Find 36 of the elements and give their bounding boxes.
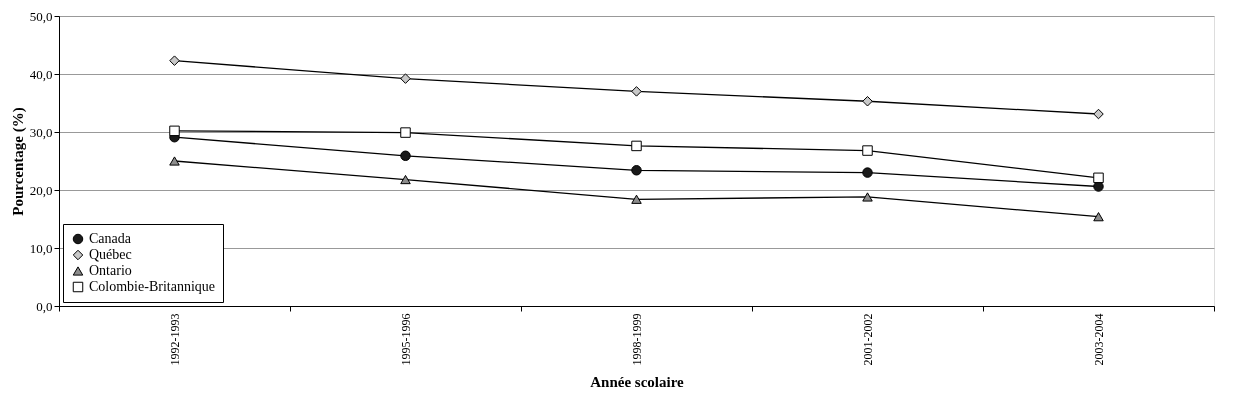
- point: [169, 55, 180, 66]
- y-tick-label: 30,0: [29, 124, 53, 140]
- legend-label: Québec: [89, 247, 132, 262]
- x-tick-label: 1998-1999: [630, 313, 644, 366]
- point: [400, 73, 411, 84]
- x-tick-label: 1995-1996: [399, 313, 413, 366]
- point: [1093, 181, 1104, 192]
- legend-label: Canada: [89, 231, 132, 246]
- y-tick-label: 0,0: [36, 298, 53, 314]
- legend-label: Ontario: [89, 263, 132, 278]
- point: [400, 150, 411, 162]
- y-tick-label: 10,0: [29, 240, 53, 256]
- point: [400, 127, 411, 138]
- point: [1093, 172, 1104, 184]
- point: [1093, 212, 1104, 222]
- x-tick-label: 1992-1993: [168, 313, 182, 366]
- legend-label: Colombie-Britannique: [89, 279, 215, 294]
- y-tick-label: 20,0: [29, 182, 53, 198]
- point: [631, 165, 642, 176]
- x-axis-title: Année scolaire: [590, 374, 685, 391]
- point: [400, 174, 411, 185]
- y-axis-title: Pourcentage (%): [9, 107, 27, 216]
- point: [1093, 108, 1104, 120]
- point: [862, 96, 873, 107]
- point: [631, 194, 642, 204]
- point: [631, 140, 642, 152]
- point: [862, 167, 873, 178]
- x-tick-label: 2001-2002: [861, 313, 875, 366]
- y-tick-label: 40,0: [29, 66, 53, 82]
- y-tick-label: 50,0: [29, 8, 53, 24]
- point: [862, 192, 873, 202]
- point: [862, 145, 873, 156]
- point: [631, 86, 642, 97]
- point: [169, 125, 180, 137]
- x-tick-label: 2003-2004: [1092, 313, 1106, 366]
- point: [169, 156, 180, 166]
